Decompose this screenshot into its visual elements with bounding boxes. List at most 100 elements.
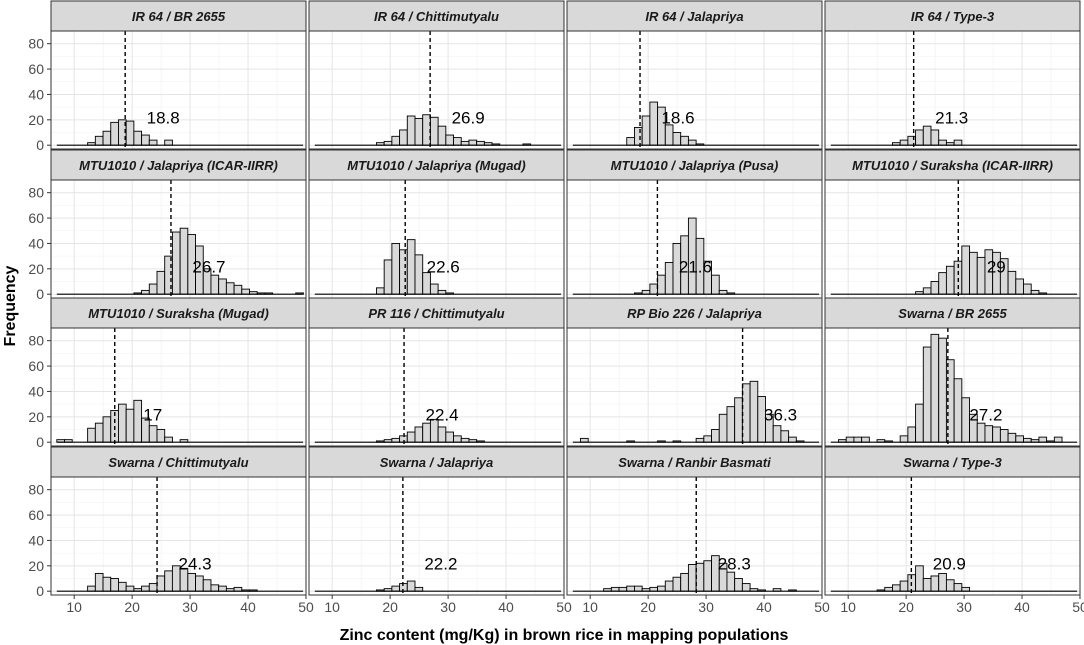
histogram-bar [664, 124, 674, 146]
panel-title: Swarna / Ranbir Basmati [618, 455, 771, 470]
histogram-bar [961, 245, 970, 295]
histogram-bar [976, 422, 986, 443]
histogram-bar [468, 139, 478, 146]
panel-border [308, 476, 565, 596]
histogram-bar [406, 239, 416, 295]
facet-panel: MTU1010 / Suraksha (ICAR-IIRR) 29 [824, 149, 1081, 299]
histogram-bar [1007, 270, 1017, 295]
y-tick-label: 40 [28, 86, 44, 102]
panel-title: Swarna / Jalapriya [380, 455, 493, 470]
mean-label: 24.3 [179, 555, 212, 574]
histogram-bar [422, 422, 431, 443]
y-tick-label: 0 [36, 137, 44, 153]
histogram-bar [118, 403, 127, 443]
histogram-bar [641, 115, 651, 146]
x-tick-label: 40 [756, 599, 772, 615]
histogram-bar [649, 101, 659, 146]
panel-border [566, 30, 823, 150]
histogram-bar [148, 583, 158, 592]
strip-background [566, 446, 823, 478]
mean-label: 22.6 [427, 258, 460, 277]
histogram-bar [657, 585, 666, 592]
panel-border [824, 476, 1081, 596]
histogram-bar [94, 422, 104, 443]
histogram-bar [156, 270, 166, 295]
histogram-bar [445, 134, 454, 146]
histogram-bar [780, 430, 790, 443]
mean-label: 29 [987, 258, 1006, 277]
histogram-bar [953, 378, 963, 443]
histogram-bar [969, 251, 978, 295]
facet-panel: MTU1010 / Jalapriya (ICAR-IIRR) 26.7 0 20 40… [28, 149, 307, 302]
y-tick-label: 80 [28, 36, 44, 52]
histogram-bar [999, 429, 1009, 443]
histogram-bar [984, 425, 994, 443]
histogram-bar [922, 346, 932, 443]
histogram-bar [102, 130, 112, 146]
mean-label: 21.6 [679, 258, 712, 277]
panel-border [50, 476, 307, 596]
histogram-bar [210, 274, 220, 295]
histogram-bar [218, 585, 227, 592]
histogram-bar [102, 416, 112, 443]
facet-panel: IR 64 / BR 2655 18.8 0 20 40 60 80 [28, 0, 307, 153]
histogram-bar [992, 426, 1001, 443]
histogram-bar [945, 265, 955, 295]
histogram-bar [118, 581, 127, 592]
x-axis-title: Zinc content (mg/Kg) in brown rice in ma… [340, 627, 789, 644]
y-tick-label: 20 [28, 409, 44, 425]
facet-panel: PR 116 / Chittimutyalu 22.4 [308, 297, 565, 447]
histogram-bar [406, 431, 416, 443]
histogram-bar [695, 562, 705, 592]
panel-border [566, 476, 823, 596]
facet-panel: MTU1010 / Jalapriya (Mugad) 22.6 [308, 149, 565, 299]
histogram-bar [922, 287, 932, 295]
histogram-bar [938, 272, 947, 295]
histogram-bar [945, 579, 955, 592]
histogram-bar [703, 435, 712, 443]
histogram-bar [672, 132, 682, 146]
mean-label: 20.9 [933, 555, 966, 574]
histogram-bar [453, 137, 462, 146]
y-tick-label: 40 [28, 383, 44, 399]
histogram-bar [156, 575, 166, 592]
histogram-bar [110, 121, 119, 146]
histogram-bar [125, 408, 135, 443]
histogram-bar [148, 139, 158, 146]
x-tick-label: 50 [298, 599, 314, 615]
histogram-bar [907, 135, 917, 146]
y-tick-label: 60 [28, 61, 44, 77]
y-tick-label: 0 [36, 286, 44, 302]
y-axis-title: Frequency [2, 265, 19, 346]
histogram-bar [634, 585, 643, 592]
histogram-bar [1038, 436, 1048, 443]
histogram-bar [445, 431, 454, 443]
histogram-bar [94, 572, 104, 592]
histogram-bar [437, 125, 447, 146]
panel-title: Swarna / Type-3 [903, 455, 1002, 470]
strip-background [566, 0, 823, 32]
mean-label: 36.3 [764, 406, 797, 425]
histogram-bar [210, 584, 220, 592]
histogram-bar [110, 578, 119, 592]
histogram-bar [94, 135, 104, 146]
x-tick-label: 30 [698, 599, 714, 615]
histogram-bar [125, 585, 135, 592]
histogram-bar [391, 585, 401, 592]
mean-label: 26.7 [192, 258, 225, 277]
histogram-bar [711, 274, 720, 295]
facet-panel: Swarna / Ranbir Basmati 28.3 10 20 30 40 50 [566, 446, 830, 615]
y-tick-label: 40 [28, 532, 44, 548]
histogram-bar [907, 426, 917, 443]
histogram-bar [195, 575, 204, 592]
y-tick-label: 60 [28, 507, 44, 523]
strip-background [308, 297, 565, 329]
histogram-bar [148, 283, 158, 295]
histogram-bar [202, 579, 212, 592]
histogram-bar [938, 337, 947, 443]
histogram-bar [726, 406, 736, 443]
histogram-bar [626, 585, 635, 592]
histogram-bar [734, 397, 743, 443]
histogram-bar [938, 572, 947, 592]
histogram-bar [845, 436, 855, 443]
